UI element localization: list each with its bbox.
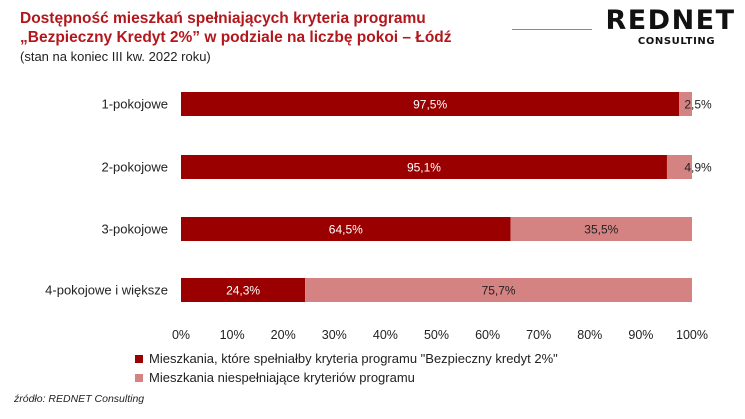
bar-segment-series-2 (679, 92, 692, 116)
legend-swatch-series-2 (135, 373, 143, 382)
x-tick-label: 90% (628, 328, 653, 342)
logo-sub-text: CONSULTING (637, 36, 716, 47)
title-divider (512, 29, 592, 30)
chart-title: Dostępność mieszkań spełniających kryter… (20, 10, 452, 46)
legend-item-series-2: Mieszkania niespełniające kryteriów prog… (135, 368, 558, 387)
bar-segment-series-1 (181, 278, 306, 302)
data-label-series-1: 24,3% (226, 284, 260, 298)
category-label: 1-pokojowe (102, 97, 169, 112)
data-label-series-2: 4,9% (684, 161, 712, 175)
data-label-series-2: 2,5% (684, 98, 712, 112)
data-label-series-1: 97,5% (413, 98, 447, 112)
x-tick-label: 0% (172, 328, 190, 342)
legend-label-series-1: Mieszkania, które spełniałby kryteria pr… (149, 351, 558, 366)
x-tick-label: 30% (322, 328, 347, 342)
bar-segment-series-1 (181, 92, 680, 116)
x-tick-label: 80% (577, 328, 602, 342)
bar-segment-series-2 (666, 155, 692, 179)
x-tick-label: 60% (475, 328, 500, 342)
legend-item-series-1: Mieszkania, które spełniałby kryteria pr… (135, 349, 558, 368)
x-tick-label: 10% (220, 328, 245, 342)
bar-segment-series-2 (305, 278, 692, 302)
legend-label-series-2: Mieszkania niespełniające kryteriów prog… (149, 370, 415, 385)
data-label-series-1: 64,5% (329, 223, 363, 237)
chart-subtitle: (stan na koniec III kw. 2022 roku) (20, 49, 211, 64)
data-label-series-2: 35,5% (584, 223, 618, 237)
rednet-logo: REDNET CONSULTING (603, 6, 738, 48)
x-tick-label: 100% (676, 328, 708, 342)
category-label: 3-pokojowe (102, 222, 169, 237)
x-tick-label: 40% (373, 328, 398, 342)
legend-swatch-series-1 (135, 354, 143, 363)
data-label-series-2: 75,7% (482, 284, 516, 298)
x-tick-label: 20% (271, 328, 296, 342)
bar-segment-series-1 (181, 217, 511, 241)
x-tick-label: 70% (526, 328, 551, 342)
data-label-series-1: 95,1% (407, 161, 441, 175)
category-label: 4-pokojowe i większe (45, 283, 168, 298)
legend: Mieszkania, które spełniałby kryteria pr… (135, 349, 558, 387)
bar-segment-series-2 (510, 217, 692, 241)
category-label: 2-pokojowe (102, 160, 169, 175)
bar-segment-series-1 (181, 155, 667, 179)
logo-main-text: REDNET (605, 5, 736, 36)
x-tick-label: 50% (424, 328, 449, 342)
source-note: źródło: REDNET Consulting (14, 393, 145, 405)
